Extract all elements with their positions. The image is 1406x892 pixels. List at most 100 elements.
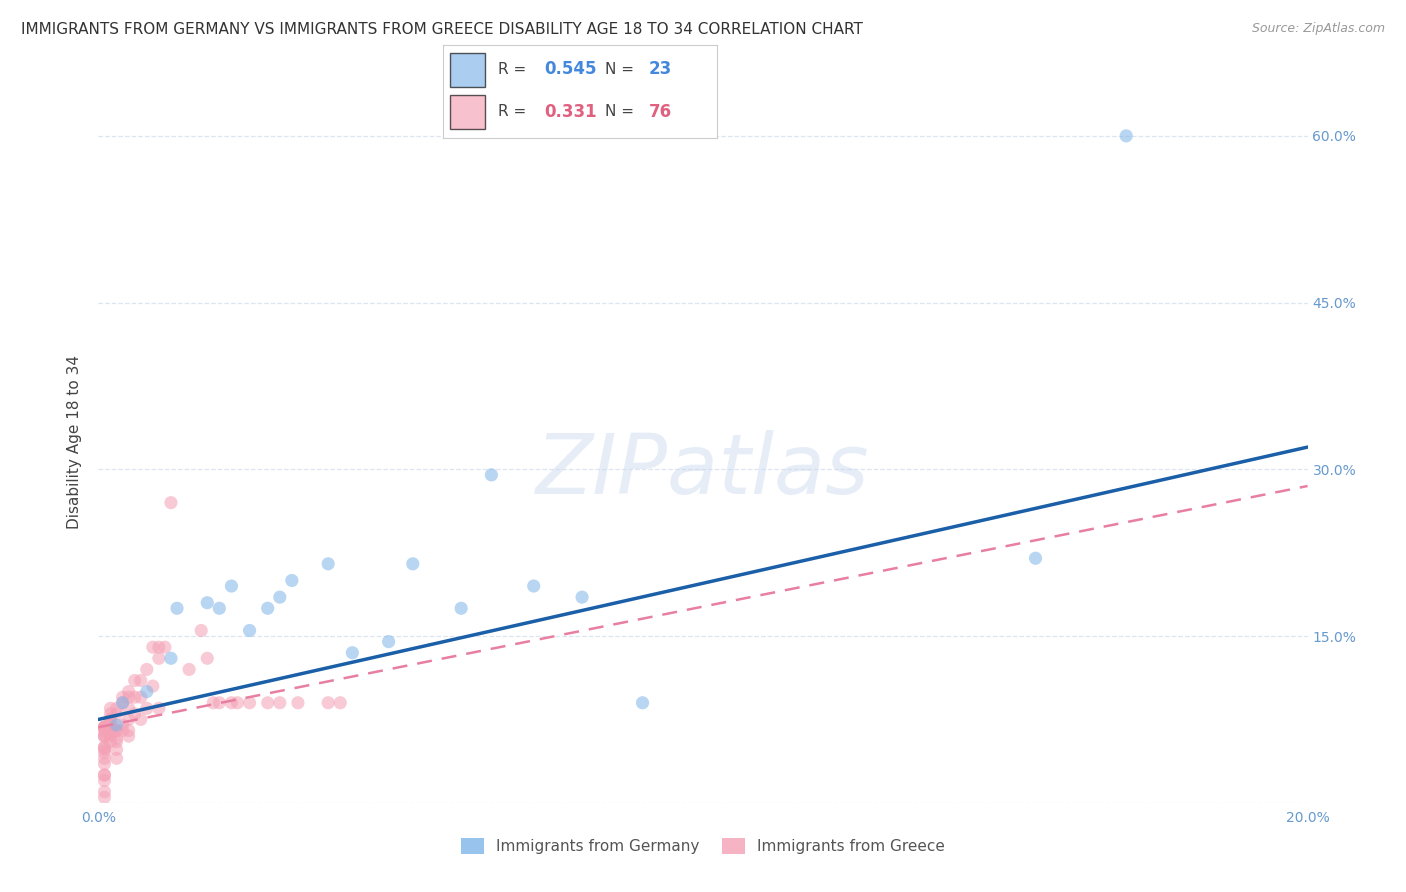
Point [118,690,141,705]
Text: 76: 76 [648,103,672,120]
Point [118,701,141,715]
Point [202,696,225,710]
Point [93,751,115,765]
Point [100,713,122,727]
Point [342,646,364,660]
Point [100,713,122,727]
Point [124,690,146,705]
Point [256,601,278,615]
Point [239,696,262,710]
Point [135,684,157,698]
Point [571,590,593,604]
Y-axis label: Disability Age 18 to 34: Disability Age 18 to 34 [67,354,83,529]
Point [316,696,339,710]
Point [377,634,399,648]
Point [269,696,291,710]
Text: 23: 23 [648,61,672,78]
Point [105,701,128,715]
Text: ZIPatlas: ZIPatlas [536,430,870,511]
Point [100,723,122,738]
Point [239,624,262,638]
Point [93,746,115,760]
Legend: Immigrants from Germany, Immigrants from Greece: Immigrants from Germany, Immigrants from… [454,832,952,860]
Point [226,696,249,710]
Point [100,706,122,721]
Text: 0.331: 0.331 [544,103,598,120]
Point [93,720,115,734]
Point [105,723,128,738]
Point [100,723,122,738]
Point [190,624,212,638]
Point [93,723,115,738]
Point [129,713,152,727]
Point [118,723,141,738]
Point [135,701,157,715]
Point [208,601,231,615]
Point [329,696,352,710]
Point [100,734,122,748]
Text: R =: R = [498,62,531,77]
Point [100,718,122,732]
Text: N =: N = [605,104,638,119]
Point [111,696,134,710]
Point [111,696,134,710]
Point [93,768,115,782]
Point [481,467,503,482]
Point [450,601,472,615]
FancyBboxPatch shape [450,53,485,87]
Point [93,720,115,734]
Point [111,690,134,705]
Point [208,696,231,710]
Point [1115,128,1137,143]
Point [316,557,339,571]
Point [142,640,165,655]
Point [93,740,115,755]
Point [93,742,115,756]
Point [111,723,134,738]
Point [105,718,128,732]
Point [124,673,146,688]
Point [118,729,141,743]
Point [256,696,278,710]
Text: Source: ZipAtlas.com: Source: ZipAtlas.com [1251,22,1385,36]
Point [105,706,128,721]
Point [93,729,115,743]
FancyBboxPatch shape [450,95,485,129]
Point [93,720,115,734]
Point [93,756,115,771]
Point [148,651,170,665]
Point [402,557,425,571]
Point [118,713,141,727]
Point [93,790,115,805]
Point [111,718,134,732]
Text: 0.545: 0.545 [544,61,596,78]
Point [160,496,183,510]
Point [129,690,152,705]
Point [135,662,157,676]
Point [129,673,152,688]
Text: R =: R = [498,104,531,119]
Point [148,640,170,655]
Point [124,706,146,721]
Point [195,596,218,610]
Point [100,718,122,732]
Point [93,729,115,743]
Point [148,701,170,715]
Point [93,720,115,734]
Point [105,751,128,765]
Point [105,742,128,756]
Point [100,701,122,715]
Point [221,579,243,593]
Point [93,729,115,743]
Point [100,729,122,743]
Point [1024,551,1046,566]
Point [93,720,115,734]
Text: N =: N = [605,62,638,77]
Point [153,640,176,655]
Point [93,785,115,799]
Point [118,684,141,698]
Point [160,651,183,665]
Point [142,679,165,693]
Point [93,740,115,755]
Point [221,696,243,710]
